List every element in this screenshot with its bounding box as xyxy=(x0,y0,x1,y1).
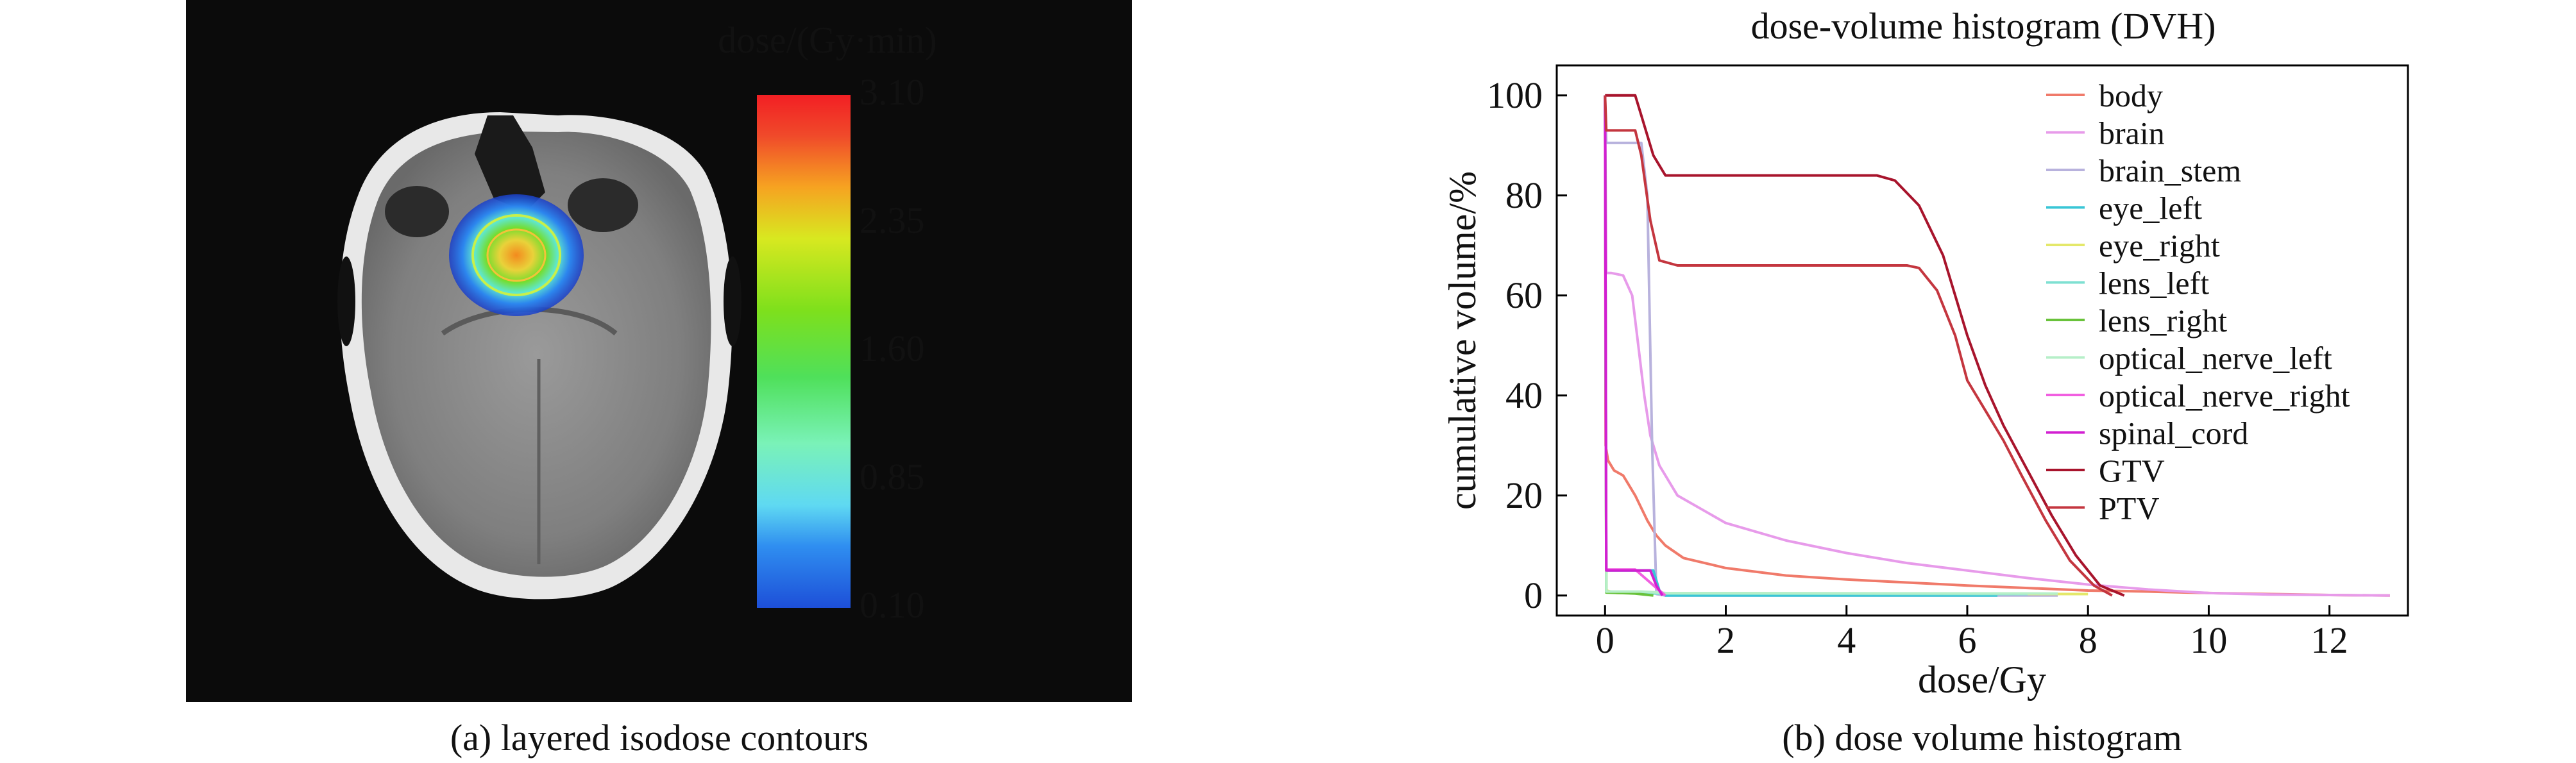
legend-label: brain_stem xyxy=(2099,153,2241,189)
y-tick-label: 80 xyxy=(1505,174,1543,216)
series-line-PTV xyxy=(1604,95,2113,597)
chart-title: dose-volume histogram (DVH) xyxy=(1751,5,2216,47)
x-axis: 0 2 4 6 8 10 12 xyxy=(1596,605,2348,661)
legend-label: GTV xyxy=(2099,453,2165,489)
y-tick-label: 100 xyxy=(1487,74,1543,116)
ear-left xyxy=(337,256,355,346)
legend-label: body xyxy=(2099,78,2163,113)
x-axis-label: dose/Gy xyxy=(1918,658,2046,701)
series-line-brain-stem xyxy=(1604,95,2058,597)
ct-head-slice xyxy=(337,112,741,600)
y-tick-label: 20 xyxy=(1505,474,1543,516)
legend-label: lens_right xyxy=(2099,303,2227,339)
legend-label: eye_left xyxy=(2099,190,2202,226)
x-tick-label: 10 xyxy=(2190,619,2227,661)
brain-tissue xyxy=(361,131,711,577)
y-tick-label: 40 xyxy=(1505,374,1543,416)
ear-right xyxy=(724,256,741,346)
series-line-spinal-cord xyxy=(1604,95,1664,596)
x-tick-label: 4 xyxy=(1837,619,1856,661)
isodose-contour-inner xyxy=(486,228,547,282)
x-tick-label: 12 xyxy=(2311,619,2348,661)
caption-a: (a) layered isodose contours xyxy=(450,717,869,759)
y-axis-label: cumulative volume/% xyxy=(1441,171,1484,510)
x-tick-label: 6 xyxy=(1958,619,1976,661)
legend-label: eye_right xyxy=(2099,228,2220,264)
colorbar-ticks: 3.10 2.35 1.60 0.85 0.10 xyxy=(860,71,925,626)
x-tick-label: 0 xyxy=(1596,619,1614,661)
series-line-eye-left xyxy=(1604,95,1997,597)
legend-label: brain xyxy=(2099,115,2165,151)
series-line-optical-nerve-right xyxy=(1604,95,1666,597)
dvh-chart: dose-volume histogram (DVH) 0 2 4 6 8 10 12 0 2… xyxy=(1441,5,2409,759)
orbit-left xyxy=(385,186,449,237)
nasal-cavity xyxy=(475,115,545,212)
colorbar-tick: 2.35 xyxy=(860,199,925,241)
panel-a: dose/(Gy·min) 3.10 2.35 1.60 0.85 0.10 (… xyxy=(186,0,1132,759)
dose-distribution xyxy=(449,194,584,316)
orbit-right xyxy=(568,178,638,232)
isodose-contour-outer xyxy=(471,214,561,296)
y-tick-label: 60 xyxy=(1505,274,1543,316)
series-line-GTV xyxy=(1605,94,2125,597)
series-line-brain xyxy=(1604,95,2390,597)
series-line-optical-nerve-left xyxy=(1604,95,2058,595)
x-tick-label: 2 xyxy=(1716,619,1735,661)
legend-label: PTV xyxy=(2099,491,2159,526)
legend-label: spinal_cord xyxy=(2099,415,2248,451)
colorbar-tick: 3.10 xyxy=(860,71,925,113)
series-line-eye-right xyxy=(1604,95,2089,596)
legend-label: lens_left xyxy=(2099,265,2209,301)
colorbar xyxy=(757,95,851,608)
legend: bodybrainbrain_stemeye_lefteye_rightlens… xyxy=(2046,78,2350,526)
colorbar-tick: 0.85 xyxy=(860,456,925,498)
y-axis: 0 20 40 60 80 100 xyxy=(1487,74,1567,616)
colorbar-tick: 0.10 xyxy=(860,584,925,626)
x-tick-label: 8 xyxy=(2079,619,2097,661)
legend-label: optical_nerve_left xyxy=(2099,340,2332,376)
y-tick-label: 0 xyxy=(1524,574,1543,616)
series-lines xyxy=(1604,94,2390,597)
plot-frame xyxy=(1555,64,2409,617)
colorbar-title: dose/(Gy·min) xyxy=(718,19,937,61)
caption-b: (b) dose volume histogram xyxy=(1782,717,2182,759)
colorbar-tick: 1.60 xyxy=(860,328,925,369)
legend-label: optical_nerve_right xyxy=(2099,378,2350,414)
series-line-lens-left xyxy=(1604,95,2028,596)
